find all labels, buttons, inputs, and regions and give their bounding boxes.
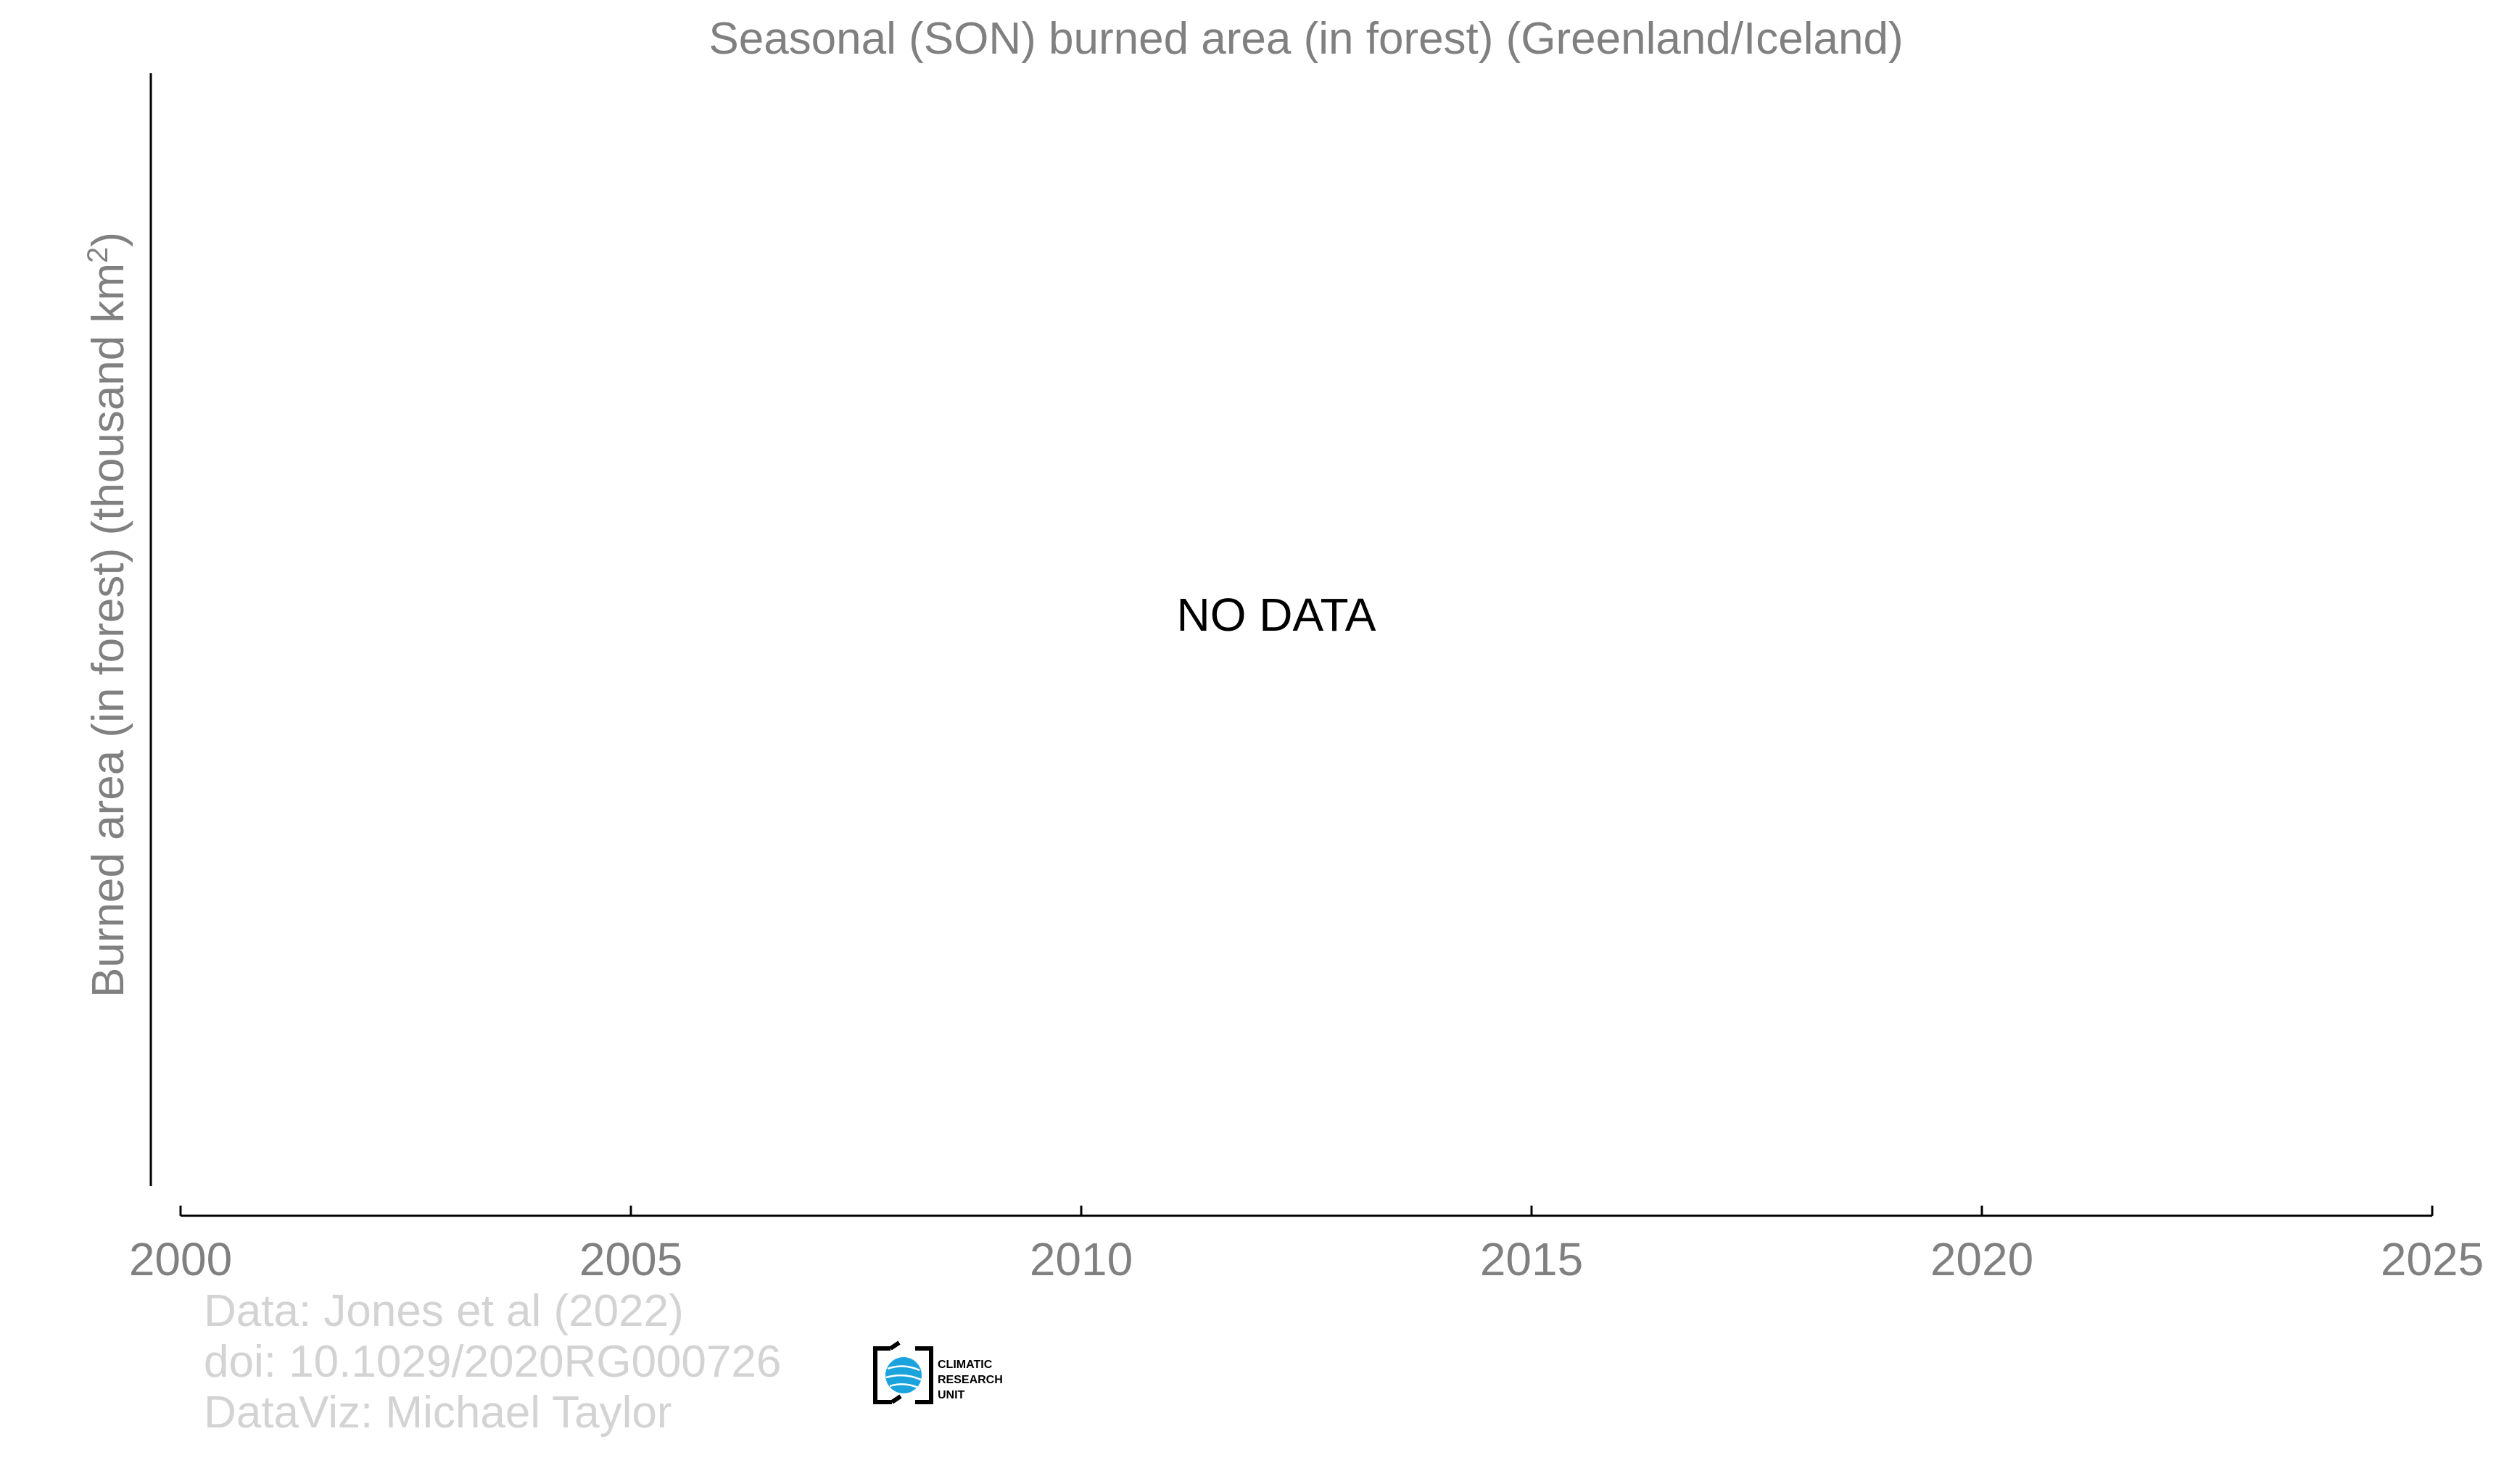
- y-axis-label: Burned area (in forest) (thousand km2): [82, 232, 133, 998]
- x-axis-ticks: 2000 2005 2010 2015 2020 2025: [129, 1206, 2484, 1285]
- x-tick-label-2000: 2000: [129, 1233, 232, 1285]
- logo-slash-bottom: [891, 1394, 902, 1404]
- x-tick-label-2015: 2015: [1480, 1233, 1583, 1285]
- logo-text-climatic: CLIMATIC: [938, 1359, 993, 1371]
- y-axis-label-superscript: 2: [82, 247, 114, 263]
- globe-icon-lines: [885, 1365, 922, 1389]
- logo-slash-top: [889, 1340, 901, 1351]
- x-tick-label-2020: 2020: [1930, 1233, 2033, 1285]
- x-tick-label-2025: 2025: [2381, 1233, 2484, 1285]
- x-tick-label-2010: 2010: [1030, 1233, 1133, 1285]
- credit-doi: doi: 10.1029/2020RG000726: [204, 1337, 781, 1387]
- logo-text-research: RESEARCH: [938, 1374, 1003, 1386]
- credits: Data: Jones et al (2022) doi: 10.1029/20…: [204, 1286, 781, 1438]
- y-axis-label-close: ): [83, 232, 133, 247]
- cru-logo: CLIMATIC RESEARCH UNIT: [873, 1340, 1003, 1404]
- logo-frame-left: [873, 1346, 892, 1404]
- y-axis-label-main: Burned area (in forest) (thousand km: [83, 263, 133, 998]
- no-data-annotation: NO DATA: [1177, 589, 1376, 641]
- logo-text-unit: UNIT: [938, 1389, 965, 1401]
- chart-title: Seasonal (SON) burned area (in forest) (…: [708, 14, 1903, 64]
- credit-dataviz: DataViz: Michael Taylor: [204, 1388, 672, 1438]
- logo-frame-right: [915, 1346, 933, 1404]
- credit-data-source: Data: Jones et al (2022): [204, 1286, 684, 1336]
- x-tick-label-2005: 2005: [579, 1233, 682, 1285]
